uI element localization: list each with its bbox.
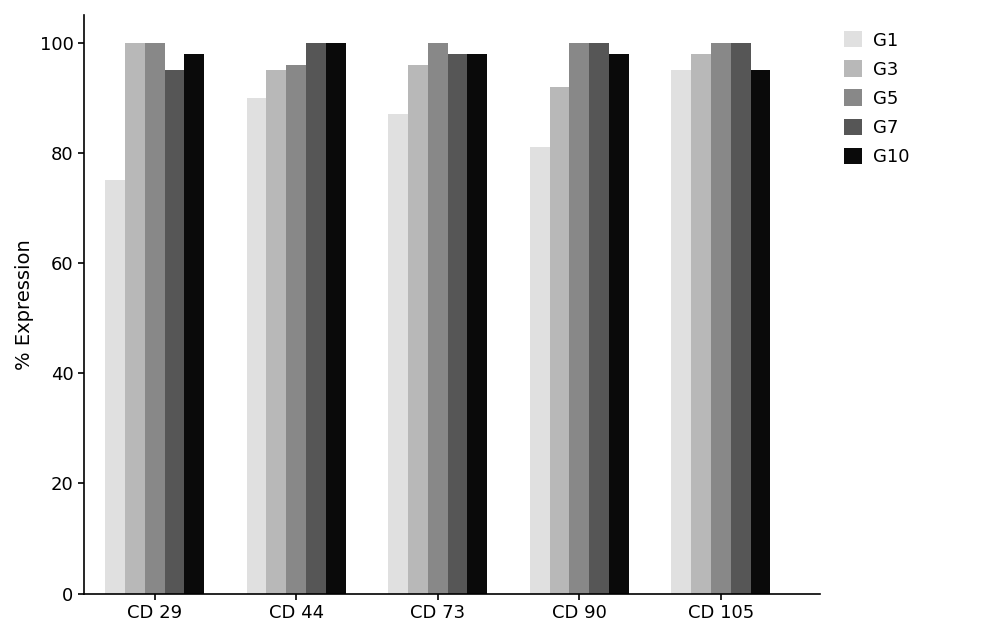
Bar (731, 43, 751, 594)
Bar (530, 147, 550, 594)
Bar (247, 97, 266, 594)
Bar (286, 64, 306, 594)
Bar (326, 43, 346, 594)
Bar (184, 54, 204, 594)
Bar (589, 43, 609, 594)
Bar (266, 70, 286, 594)
Bar (467, 54, 487, 594)
Bar (306, 43, 326, 594)
Bar (569, 43, 589, 594)
Legend: G1, G3, G5, G7, G10: G1, G3, G5, G7, G10 (836, 24, 916, 173)
Bar (711, 43, 731, 594)
Bar (691, 54, 711, 594)
Bar (428, 43, 448, 594)
Bar (408, 64, 428, 594)
Bar (550, 87, 569, 594)
Bar (145, 43, 165, 594)
Bar (388, 114, 408, 594)
Bar (125, 43, 145, 594)
Y-axis label: % Expression: % Expression (15, 239, 34, 369)
Bar (105, 180, 125, 594)
Bar (671, 70, 691, 594)
Bar (165, 70, 184, 594)
Bar (751, 70, 770, 594)
Bar (609, 54, 629, 594)
Bar (448, 54, 467, 594)
